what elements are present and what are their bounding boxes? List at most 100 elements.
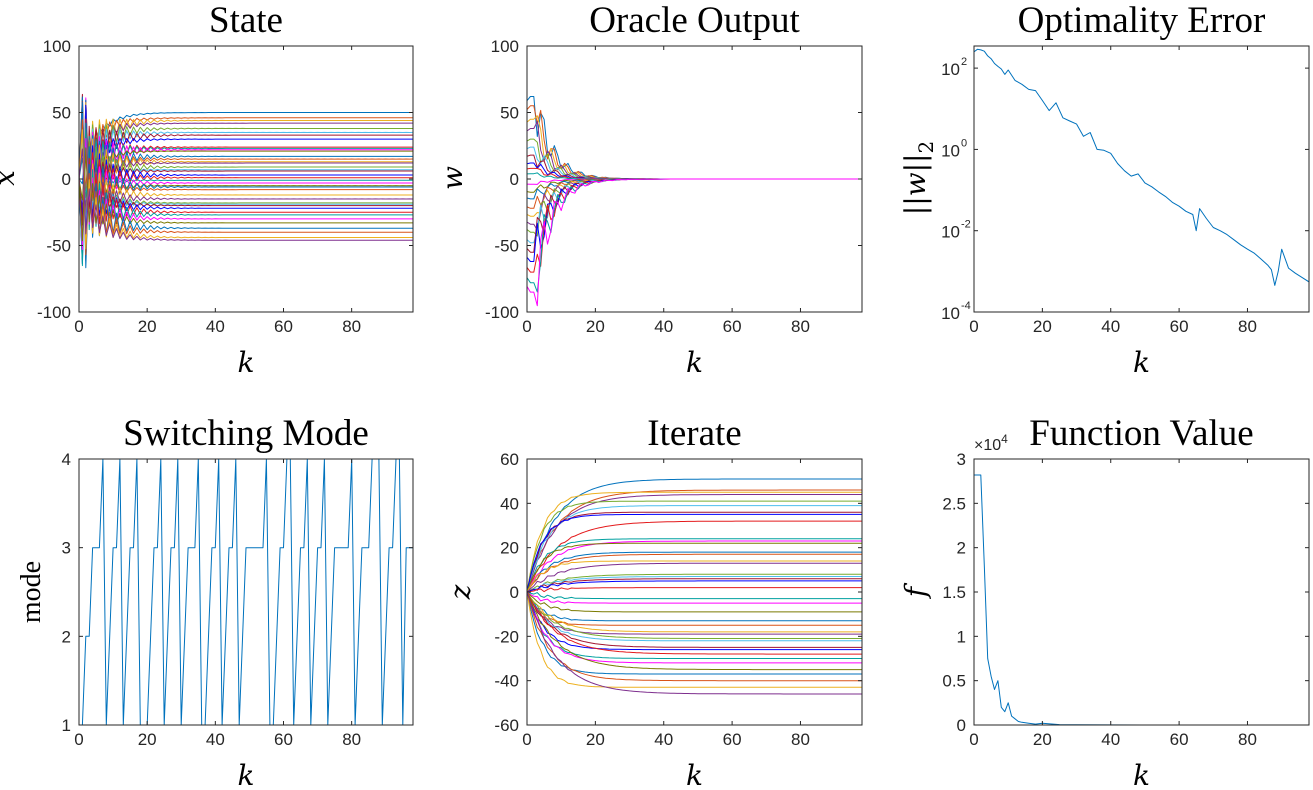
y-axis-label-subscript: 2 <box>914 141 938 154</box>
axes-frame <box>973 45 1310 313</box>
y-tick-label: -20 <box>494 627 519 646</box>
state-series-line <box>79 102 413 260</box>
iterate-series-line <box>527 542 862 593</box>
state-series-line <box>79 148 413 241</box>
iterate-series-line <box>527 591 862 622</box>
state-series-line <box>79 127 413 217</box>
panel-function_value: 0 20 40 60 80 0 0.5 1 1.5 2 2.5 3 Function Value k f ×1… <box>899 413 1310 790</box>
iterate-series-line <box>527 591 862 659</box>
state-series-line <box>79 131 413 212</box>
state-series-line <box>79 147 413 242</box>
oracle-series-line <box>527 121 862 180</box>
panel-iterate: 0 20 40 60 80 -60 -40 -20 0 20 40 60 Iterate k z <box>444 413 863 790</box>
state-series-line <box>79 148 413 201</box>
oracle-series-line <box>527 178 862 273</box>
y-tick-label: -100 <box>37 303 71 322</box>
y-tick-label: 40 <box>500 494 519 513</box>
iterate-series-line <box>527 587 862 593</box>
iterate-series-line <box>527 591 862 600</box>
iterate-series-line <box>527 591 862 633</box>
iterate-series-line <box>527 513 862 593</box>
state-series-line <box>79 104 413 265</box>
state-series-line <box>79 136 413 227</box>
y-tick-label: 0 <box>510 583 519 602</box>
iterate-series-line <box>527 520 862 593</box>
x-tick-label: 80 <box>791 730 810 749</box>
oracle-series-line <box>527 178 862 217</box>
iterate-series-line <box>527 491 862 593</box>
chart-title: Iterate <box>647 413 741 454</box>
oracle-series-line <box>527 154 862 180</box>
state-series-line <box>79 138 413 250</box>
x-tick-label: 0 <box>969 730 978 749</box>
error-series-line <box>974 48 1309 286</box>
x-tick-label: 80 <box>342 730 361 749</box>
y-tick-label: 4 <box>62 450 71 469</box>
plot-area <box>974 48 1309 286</box>
y-axis-label: ||w||2 <box>899 141 938 215</box>
plot-area <box>79 93 413 269</box>
x-tick-label: 80 <box>1238 730 1257 749</box>
iterate-series-line <box>527 591 862 635</box>
iterate-series-line <box>527 591 862 604</box>
iterate-series-line <box>527 562 862 593</box>
x-axis-label: k <box>238 346 255 379</box>
y-tick-exponent: -4 <box>961 300 971 312</box>
x-tick-label: 40 <box>1101 730 1120 749</box>
x-tick-label: 60 <box>723 317 742 336</box>
x-axis-label: k <box>686 346 703 379</box>
y-tick-label: 10 <box>941 223 960 242</box>
x-tick-label: 80 <box>1238 317 1257 336</box>
plot-area <box>79 459 413 725</box>
iterate-series-line <box>527 511 862 593</box>
y-tick-label: 50 <box>500 104 519 123</box>
iterate-series-line <box>527 489 862 593</box>
x-tick-label: 20 <box>138 317 157 336</box>
iterate-series-line <box>527 494 862 593</box>
x-tick-label: 60 <box>274 730 293 749</box>
oracle-series-line <box>527 178 862 253</box>
state-series-line <box>79 152 413 226</box>
panel-mode: 0 20 40 60 80 1 2 3 4 Switching Mode k mode <box>16 413 414 790</box>
state-series-line <box>79 98 413 242</box>
chart-title: Switching Mode <box>123 413 369 454</box>
x-tick-label: 60 <box>1170 317 1189 336</box>
x-tick-label: 20 <box>1033 317 1052 336</box>
state-series-line <box>79 106 413 227</box>
x-axis-label: k <box>1133 759 1150 790</box>
x-tick-label: 0 <box>74 730 83 749</box>
state-series-line <box>79 117 413 240</box>
plot-area <box>974 474 1309 725</box>
y-tick-label: 100 <box>43 37 71 56</box>
plot-area <box>527 478 862 695</box>
y-tick-label: 1.5 <box>942 583 966 602</box>
state-series-line <box>79 96 413 253</box>
axes-frame <box>78 458 414 726</box>
y-tick-label: 1 <box>62 716 71 735</box>
y-tick-label: 3 <box>62 539 71 558</box>
x-axis-label: k <box>1133 346 1150 379</box>
state-series-line <box>79 122 413 211</box>
oracle-series-line <box>527 178 862 231</box>
state-series-line <box>79 112 413 185</box>
chart-title: Optimality Error <box>1018 0 1266 41</box>
iterate-series-line <box>527 560 862 593</box>
y-tick-label: -50 <box>46 237 71 256</box>
iterate-series-line <box>527 591 862 613</box>
panel-state: 0 20 40 60 80 -100 -50 0 50 100 State k x <box>0 0 414 379</box>
y-tick-label: 2 <box>957 539 966 558</box>
y-tick-label: 2 <box>62 627 71 646</box>
x-tick-label: 20 <box>1033 730 1052 749</box>
state-series-line <box>79 127 413 233</box>
axis-exponent-sup: 4 <box>1001 432 1008 446</box>
iterate-series-line <box>527 573 862 593</box>
y-tick-label: 20 <box>500 539 519 558</box>
iterate-series-line <box>527 553 862 593</box>
y-tick-exponent: 2 <box>961 56 967 68</box>
iterate-series-line <box>527 478 862 593</box>
oracle-series-line <box>527 178 862 307</box>
y-tick-exponent: -2 <box>961 219 971 231</box>
y-tick-label: -60 <box>494 716 519 735</box>
iterate-series-line <box>527 551 862 593</box>
